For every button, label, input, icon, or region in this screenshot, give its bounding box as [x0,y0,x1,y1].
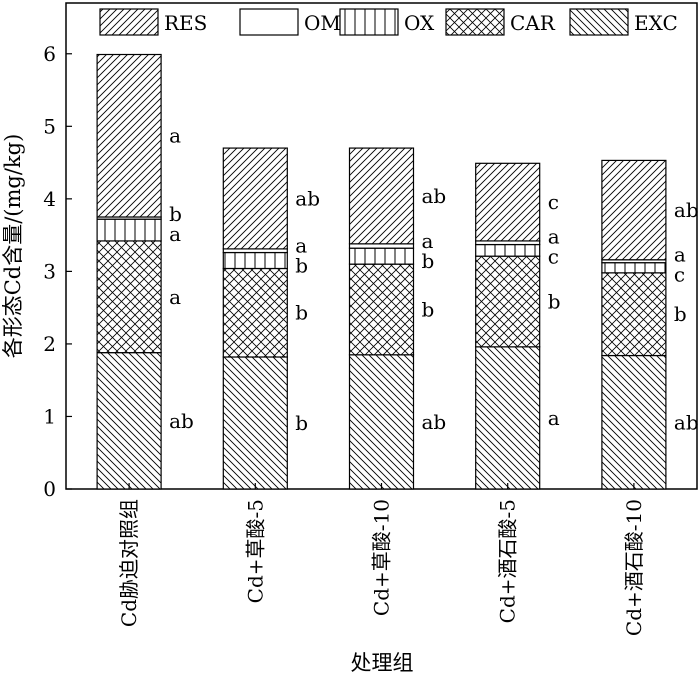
y-tick-label: 0 [43,477,56,501]
significance-label: b [295,254,308,278]
significance-label: b [422,297,435,321]
bar-segment-res [348,147,415,245]
y-axis-title: 各形态Cd含量/(mg/kg) [1,134,25,359]
y-tick-label: 2 [43,332,56,356]
bar-segment-ox [348,247,415,265]
legend-label-res: RES [164,11,207,35]
bar-segment-res [475,162,541,242]
x-category-label: Cd+草酸-10 [370,499,394,616]
bar-segment-car [475,255,541,348]
bar-segment-ox [222,251,288,270]
bar-segment-ox [475,243,541,257]
significance-label: ab [674,198,699,222]
bar-segment-exc [96,352,162,490]
y-tick-label: 1 [43,404,56,428]
bar-segment-car [222,267,288,358]
bar-segment-car [348,263,415,356]
significance-label: c [548,245,559,269]
bar-segment-ox [601,262,667,274]
bar-segment-exc [601,354,667,490]
significance-label: b [548,289,561,313]
legend-swatch-car [445,8,505,36]
x-category-label: Cd胁迫对照组 [117,499,141,627]
significance-label: a [295,234,307,258]
significance-label: a [422,229,434,253]
significance-label: b [674,302,687,326]
significance-label: c [548,190,559,214]
bar-segment-res [96,53,162,218]
y-axis: 0 1 2 3 4 5 6 [43,42,72,501]
significance-label: ab [169,409,194,433]
significance-label: a [548,406,560,430]
bar-segment-exc [348,354,415,490]
significance-label: a [169,124,181,148]
significance-label: ab [422,184,447,208]
significance-label: ab [422,410,447,434]
bar-segment-car [601,272,667,357]
bar-segment-ox [96,218,162,242]
x-category-label: Cd+酒石酸-5 [496,499,520,623]
significance-label: ab [295,186,320,210]
y-tick-label: 3 [43,259,56,283]
legend-swatch-om [239,8,299,36]
legend-label-ox: OX [404,11,435,35]
significance-label: a [169,285,181,309]
y-tick-label: 4 [43,187,56,211]
legend-label-om: OM [304,11,341,35]
significance-label: b [422,249,435,273]
bar-segment-om [348,243,415,249]
bar-segment-res [601,159,667,261]
legend-label-exc: EXC [634,11,678,35]
y-tick-label: 6 [43,42,56,66]
x-category-label: Cd+草酸-5 [243,499,267,603]
legend-swatch-exc [569,8,629,36]
significance-label: b [295,411,308,435]
bar-segment-exc [475,346,541,490]
significance-label: ab [674,410,699,434]
legend-swatch-res [99,8,159,36]
legend-swatch-ox [339,8,399,36]
bar-segment-car [96,240,162,354]
bar-segment-exc [222,356,288,490]
bars-layer [96,53,667,490]
bar-segment-res [222,147,288,250]
significance-label: b [295,301,308,325]
y-tick-label: 5 [43,114,56,138]
significance-label: b [169,202,182,226]
legend: RES OM OX CAR EXC [99,8,678,36]
x-axis: Cd胁迫对照组 Cd+草酸-5 Cd+草酸-10 Cd+酒石酸-5 Cd+酒石酸-10 [117,483,646,636]
significance-label: a [674,242,686,266]
x-category-label: Cd+酒石酸-10 [622,499,646,636]
significance-label: a [169,222,181,246]
significance-label: a [548,225,560,249]
x-axis-title: 处理组 [351,651,414,675]
legend-label-car: CAR [510,11,556,35]
significance-label: c [674,262,685,286]
